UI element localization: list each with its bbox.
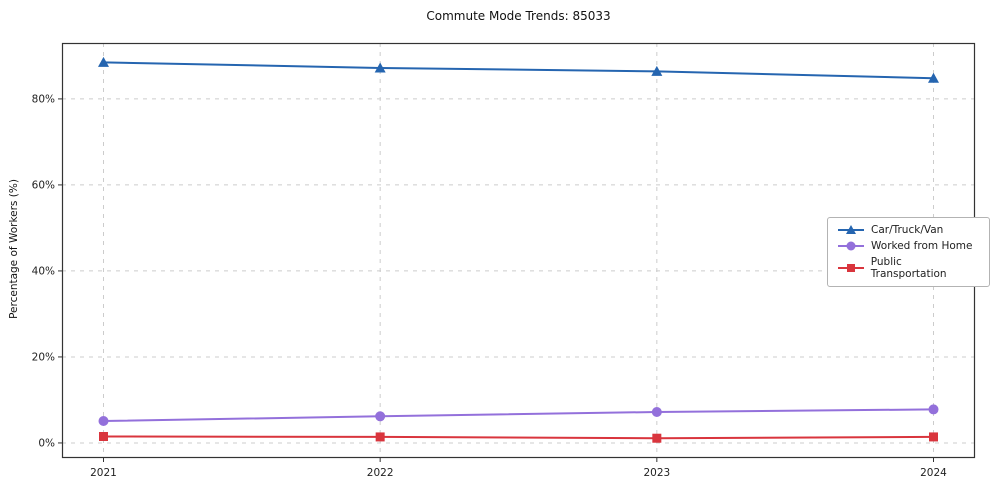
triangle-marker-icon — [374, 62, 386, 73]
chart-title: Commute Mode Trends: 85033 — [426, 9, 611, 23]
series-line — [103, 408, 934, 423]
series-public-transportation — [99, 431, 938, 443]
y-tick-label: 20% — [32, 351, 55, 363]
triangle-marker-icon — [928, 72, 939, 83]
circle-marker-icon — [375, 411, 386, 422]
square-marker-icon — [99, 431, 108, 441]
legend-triangle-marker-icon — [838, 225, 864, 234]
square-marker-icon — [847, 264, 855, 272]
series-line — [103, 435, 934, 440]
legend-circle-marker-icon — [838, 241, 864, 251]
legend-label: Car/Truck/Van — [871, 224, 944, 236]
y-tick-label: 60% — [32, 179, 55, 191]
square-marker-icon — [929, 432, 938, 442]
square-marker-icon — [375, 432, 385, 442]
series-line — [103, 61, 934, 80]
square-marker-icon — [652, 433, 662, 443]
y-tick-label: 40% — [32, 265, 55, 277]
legend-square-marker-icon — [838, 264, 864, 272]
triangle-marker-icon — [846, 225, 856, 234]
x-tick-label: 2024 — [920, 467, 947, 479]
legend-item-worked-from-home: Worked from Home — [837, 240, 980, 252]
legend-label: Worked from Home — [871, 240, 973, 252]
circle-marker-icon — [651, 406, 662, 417]
legend-item-public-transportation: Public Transportation — [837, 256, 980, 280]
y-tick-label: 80% — [32, 93, 55, 105]
y-tick-label: 0% — [38, 437, 55, 449]
series-car-truck-van — [98, 56, 939, 83]
series-worked-from-home — [98, 404, 939, 427]
triangle-marker-icon — [98, 56, 109, 67]
circle-marker-icon — [98, 416, 109, 427]
legend-label: Public Transportation — [870, 256, 947, 280]
triangle-marker-icon — [651, 65, 663, 76]
x-tick-label: 2022 — [367, 467, 394, 479]
circle-marker-icon — [928, 404, 939, 415]
legend-item-car-truck-van: Car/Truck/Van — [837, 224, 980, 236]
x-tick-label: 2021 — [90, 467, 117, 479]
x-tick-label: 2023 — [643, 467, 670, 479]
circle-marker-icon — [846, 241, 856, 251]
legend: Car/Truck/Van Worked from Home Public Tr… — [827, 217, 990, 287]
